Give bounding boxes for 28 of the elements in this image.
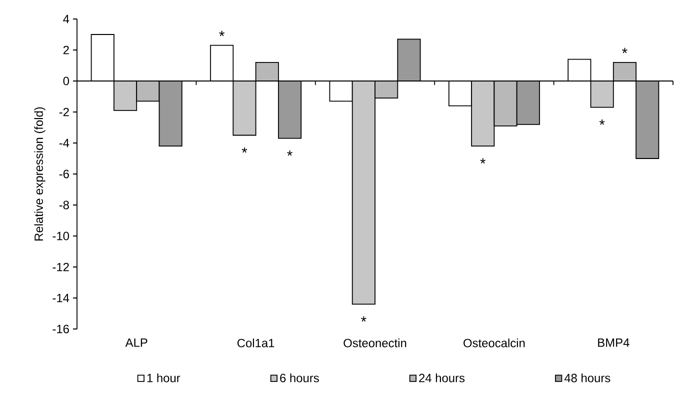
data-label: * — [219, 30, 224, 36]
data-label: * — [287, 150, 292, 156]
y-tick-label: -10 — [52, 232, 70, 240]
legend-label: 6 hours — [280, 373, 319, 382]
y-tick-label: -14 — [52, 294, 70, 302]
legend-label: 1 hour — [147, 373, 180, 382]
data-label: * — [242, 147, 248, 153]
y-tick-label: -6 — [59, 170, 69, 178]
y-tick-label: -16 — [52, 324, 69, 334]
y-axis-title: Relative expression (fold) — [34, 107, 46, 240]
data-label: * — [622, 48, 628, 54]
y-tick-label: -2 — [59, 108, 69, 116]
x-tick-label: Osteocalcin — [464, 338, 525, 348]
legend-label: 24 hours — [419, 373, 465, 382]
y-tick-label: 4 — [63, 14, 70, 24]
y-tick-label: 2 — [63, 46, 69, 54]
data-label: * — [361, 316, 366, 322]
y-tick-label: 0 — [63, 76, 70, 86]
x-tick-label: Col1a1 — [237, 338, 274, 348]
data-label: * — [480, 158, 486, 164]
x-tick-label: Osteonectin — [344, 338, 406, 348]
x-tick-label: BMP4 — [598, 338, 630, 347]
data-label: * — [599, 120, 605, 125]
legend-label: 48 hours — [564, 373, 610, 382]
y-tick-label: -12 — [52, 262, 69, 272]
y-tick-label: -8 — [59, 200, 69, 210]
y-tick-label: -4 — [59, 138, 70, 148]
x-tick-label: ALP — [125, 338, 148, 347]
